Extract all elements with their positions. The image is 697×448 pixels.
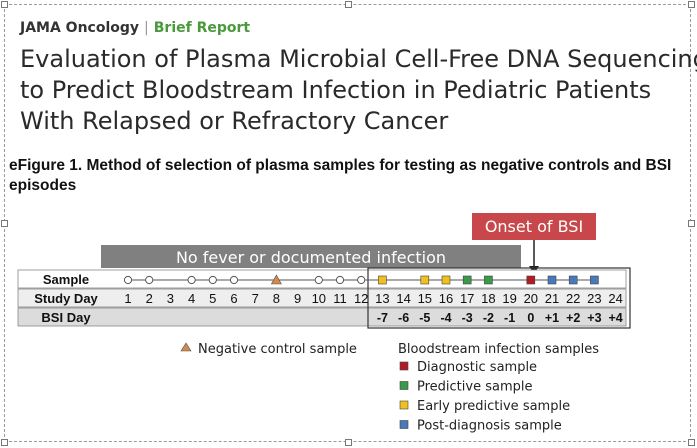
journal-header: JAMA Oncology | Brief Report <box>20 20 250 36</box>
article-title: Evaluation of Plasma Microbial Cell-Free… <box>20 44 697 137</box>
resize-handle-top-left[interactable] <box>1 1 8 8</box>
title-line-3: With Relapsed or Refractory Cancer <box>20 107 449 135</box>
title-line-1: Evaluation of Plasma Microbial Cell-Free… <box>20 45 697 73</box>
resize-handle-top-center[interactable] <box>345 1 352 8</box>
resize-handle-middle-right[interactable] <box>688 220 695 227</box>
article-type: Brief Report <box>153 20 251 36</box>
resize-handle-bottom-center[interactable] <box>345 439 352 446</box>
header-divider: | <box>144 20 149 36</box>
resize-handle-bottom-right[interactable] <box>688 439 695 446</box>
figure-caption: eFigure 1. Method of selection of plasma… <box>9 157 672 194</box>
resize-handle-bottom-left[interactable] <box>1 439 8 446</box>
resize-handle-top-right[interactable] <box>688 1 695 8</box>
title-line-2: to Predict Bloodstream Infection in Pedi… <box>20 76 652 104</box>
journal-name: JAMA Oncology <box>20 20 140 36</box>
resize-handle-middle-left[interactable] <box>1 220 8 227</box>
